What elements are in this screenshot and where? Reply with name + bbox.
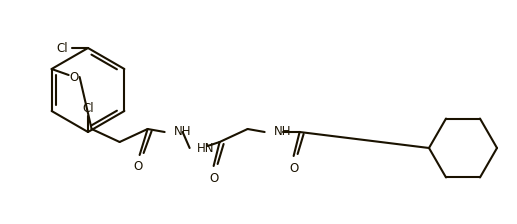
Text: O: O xyxy=(133,159,142,172)
Text: O: O xyxy=(289,162,298,174)
Text: NH: NH xyxy=(174,125,191,138)
Text: O: O xyxy=(69,71,78,84)
Text: Cl: Cl xyxy=(82,101,94,114)
Text: HN: HN xyxy=(196,142,214,155)
Text: O: O xyxy=(209,172,218,185)
Text: NH: NH xyxy=(273,125,291,138)
Text: Cl: Cl xyxy=(56,41,68,54)
